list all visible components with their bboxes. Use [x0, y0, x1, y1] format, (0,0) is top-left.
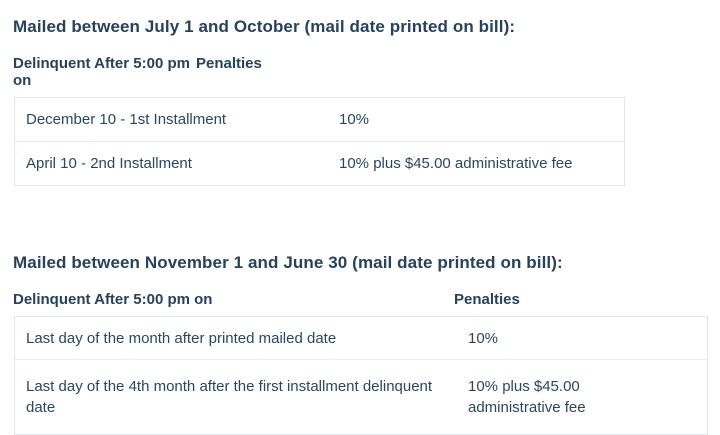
- penalty-cell: 10% plus $45.00 administrative fee: [468, 378, 586, 416]
- table-header-row: Delinquent After 5:00 pm on Penalties: [13, 291, 720, 308]
- column-header-penalties: Penalties: [196, 55, 262, 72]
- section-heading-july-october: Mailed between July 1 and October (mail …: [13, 17, 516, 36]
- table-row: April 10 - 2nd Installment 10% plus $45.…: [15, 141, 624, 185]
- delinquent-date-cell: Last day of the 4th month after the firs…: [26, 378, 433, 416]
- penalty-cell: 10% plus $45.00 administrative fee: [339, 155, 573, 172]
- penalty-table-july-october: December 10 - 1st Installment 10% April …: [14, 97, 625, 186]
- column-header-penalties: Penalties: [454, 291, 520, 308]
- table-row: Last day of the month after printed mail…: [15, 317, 707, 359]
- penalty-cell: 10%: [339, 111, 370, 128]
- delinquent-date-cell: April 10 - 2nd Installment: [26, 155, 192, 172]
- table-row: Last day of the 4th month after the firs…: [15, 359, 707, 434]
- table-header-row: Delinquent After 5:00 pm on Penalties: [13, 55, 720, 89]
- table-row: December 10 - 1st Installment 10%: [15, 98, 624, 141]
- delinquent-date-cell: December 10 - 1st Installment: [26, 111, 227, 128]
- section-mailed-november-june: Mailed between November 1 and June 30 (m…: [0, 186, 720, 435]
- delinquent-date-cell: Last day of the month after printed mail…: [26, 329, 337, 347]
- section-mailed-july-october: Mailed between July 1 and October (mail …: [0, 0, 720, 186]
- penalty-cell: 10%: [468, 329, 499, 347]
- column-header-delinquent-after: Delinquent After 5:00 pm on: [13, 55, 190, 89]
- column-header-delinquent-after: Delinquent After 5:00 pm on: [13, 291, 213, 308]
- section-heading-november-june: Mailed between November 1 and June 30 (m…: [13, 253, 563, 272]
- penalty-table-november-june: Last day of the month after printed mail…: [14, 316, 708, 435]
